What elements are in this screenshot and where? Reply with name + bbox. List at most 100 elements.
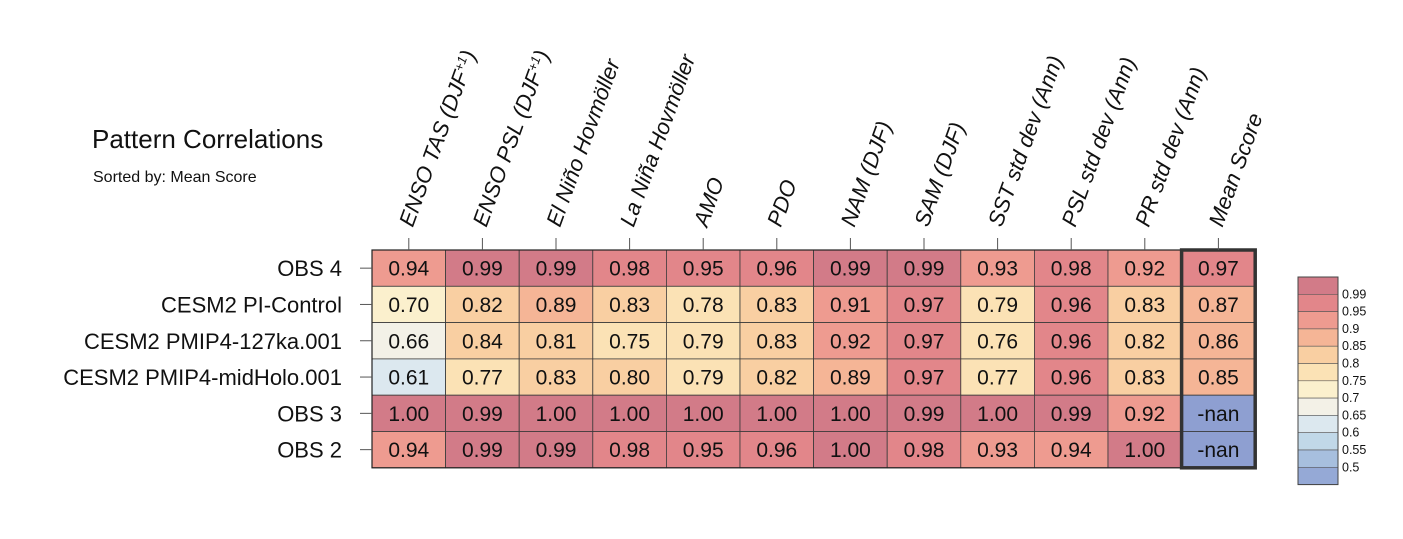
cell-value: 0.96 [1051, 294, 1092, 317]
column-label-text: SST std dev (Ann) [983, 52, 1068, 229]
colorbar-swatch [1297, 449, 1339, 468]
cell-value: 1.00 [683, 403, 724, 426]
heatmap-cell [592, 322, 667, 360]
heatmap-cell [445, 322, 520, 360]
colorbar-label: 0.95 [1342, 305, 1366, 319]
cell-value: 0.83 [1124, 294, 1165, 317]
colorbar-label: 0.5 [1342, 460, 1359, 474]
heatmap-cell [518, 358, 594, 396]
heatmap-cell [1034, 394, 1109, 432]
column-label: El Niño Hovmöller [541, 54, 625, 230]
heatmap-cell [445, 431, 520, 469]
cell-value: 0.61 [388, 367, 429, 390]
column-label-text: La Niña Hovmöller [615, 50, 701, 230]
cell-value: 0.98 [609, 258, 650, 281]
cell-value: 0.99 [830, 258, 871, 281]
cell-value: -nan [1197, 439, 1239, 462]
heatmap-cell [960, 431, 1035, 469]
cell-value: 0.86 [1198, 330, 1239, 353]
cell-value: 0.83 [536, 367, 577, 390]
cell-value: 0.98 [1051, 258, 1092, 281]
column-label-text: PSL std dev (Ann) [1056, 54, 1140, 230]
cell-value: 0.99 [904, 403, 945, 426]
column-label: PSL std dev (Ann) [1056, 54, 1140, 230]
chart-subtitle: Sorted by: Mean Score [93, 169, 257, 186]
column-label-text: AMO [688, 174, 729, 232]
colorbar-label: 0.85 [1342, 339, 1366, 353]
heatmap-cell [886, 285, 962, 323]
colorbar-label: 0.55 [1342, 443, 1366, 457]
colorbar-swatch [1297, 415, 1339, 433]
heatmap-cell [1181, 358, 1256, 396]
row-label: CESM2 PMIP4-127ka.001 [84, 329, 342, 354]
cell-value: 0.97 [904, 330, 945, 353]
cell-value: 0.99 [536, 258, 577, 281]
heatmap-cell [666, 322, 741, 360]
heatmap-cell [666, 431, 741, 469]
heatmap-cell [1034, 322, 1109, 360]
cell-value: 0.87 [1198, 294, 1239, 317]
heatmap-cell [666, 285, 741, 323]
cell-value: 0.75 [609, 330, 650, 353]
cell-value: 0.95 [683, 439, 724, 462]
cell-value: 0.80 [609, 367, 650, 390]
colorbar-label: 0.75 [1342, 374, 1366, 388]
cell-value: 0.92 [1124, 403, 1165, 426]
column-label-text: PR std dev (Ann) [1130, 64, 1211, 230]
heatmap-cell [886, 431, 962, 469]
cell-value: 0.94 [388, 439, 429, 462]
heatmap-cell [886, 394, 962, 432]
cell-value: 0.97 [904, 367, 945, 390]
colorbar-swatch [1297, 397, 1339, 416]
colorbar-label: 0.9 [1342, 322, 1359, 336]
colorbar-swatch [1297, 363, 1339, 382]
column-label: NAM (DJF) [836, 118, 897, 230]
cell-value: 1.00 [388, 403, 429, 426]
column-label-text: ENSO TAS (DJF [394, 66, 474, 230]
heatmap-cell [1034, 358, 1109, 396]
cell-value: 0.79 [683, 367, 724, 390]
cell-value: 0.92 [1124, 258, 1165, 281]
colorbar-label: 0.6 [1342, 426, 1359, 440]
heatmap-cell [1181, 285, 1256, 323]
column-label: PR std dev (Ann) [1130, 64, 1211, 230]
cell-value: 0.99 [462, 258, 503, 281]
cell-value: 0.78 [683, 294, 724, 317]
colorbar-swatch [1297, 328, 1339, 347]
cell-value: -nan [1197, 403, 1239, 426]
cell-value: 0.83 [756, 330, 797, 353]
cell-value: 1.00 [830, 439, 871, 462]
heatmap-cell [592, 431, 667, 469]
column-label-text: Mean Score [1204, 110, 1268, 230]
column-label: PDO [762, 176, 802, 229]
cell-value: 0.91 [830, 294, 871, 317]
heatmap-cell [813, 285, 888, 323]
colorbar-label: 0.8 [1342, 357, 1359, 371]
colorbar-swatch [1297, 276, 1339, 295]
colorbar-label: 0.99 [1342, 287, 1366, 301]
column-label: ENSO PSL (DJF+1) [468, 47, 555, 230]
heatmap-cell [1034, 431, 1109, 469]
cell-value: 0.77 [977, 367, 1018, 390]
cell-value: 0.76 [977, 330, 1018, 353]
column-label: SST std dev (Ann) [983, 52, 1068, 229]
cell-value: 0.66 [388, 330, 429, 353]
heatmap-cell [1107, 358, 1182, 396]
heatmap-cell [1034, 249, 1109, 287]
colorbar-border [1297, 276, 1339, 486]
cell-value: 0.83 [1124, 367, 1165, 390]
heatmap-cell [886, 322, 962, 360]
cell-value: 1.00 [609, 403, 650, 426]
heatmap-cell [1107, 394, 1182, 432]
colorbar-swatch [1297, 466, 1339, 485]
column-label-text: NAM (DJF) [836, 118, 897, 230]
column-label: La Niña Hovmöller [615, 50, 701, 230]
cell-value: 0.96 [756, 258, 797, 281]
heatmap-cell [1107, 249, 1182, 287]
cell-value: 0.83 [756, 294, 797, 317]
colorbar-swatch [1297, 293, 1339, 312]
colorbar-label: 0.7 [1342, 391, 1359, 405]
heatmap-cell [813, 249, 888, 287]
cell-value: 1.00 [977, 403, 1018, 426]
